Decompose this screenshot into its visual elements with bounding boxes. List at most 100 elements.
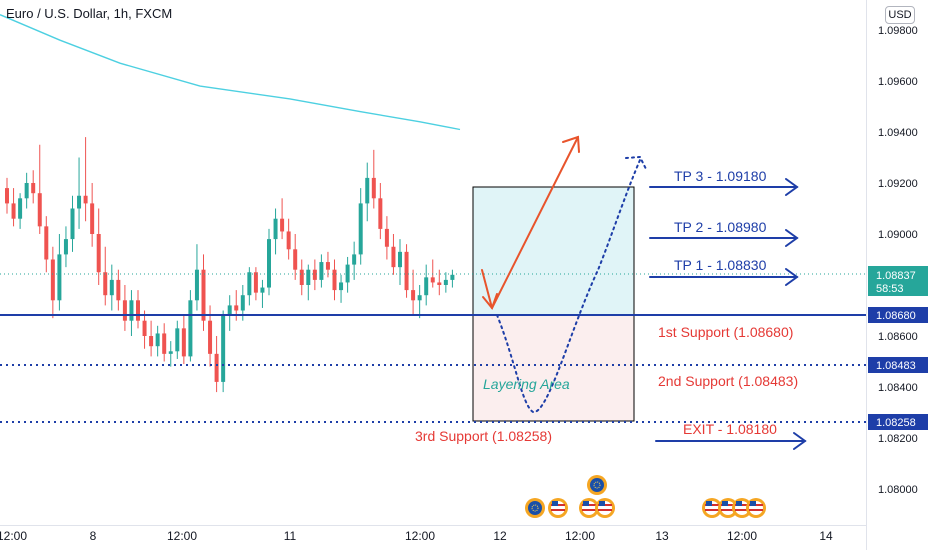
candle-body xyxy=(306,269,311,285)
candle-body xyxy=(57,254,62,301)
eu-flag-icon[interactable] xyxy=(525,498,545,518)
us-flag-icon[interactable] xyxy=(702,498,722,518)
candle-body xyxy=(280,218,285,232)
time-tick-label: 13 xyxy=(655,529,669,543)
candle-body xyxy=(90,203,95,234)
price-tick-label: 1.08000 xyxy=(878,484,918,496)
candle-body xyxy=(162,333,167,354)
candle-body xyxy=(103,272,108,296)
candle-body xyxy=(391,246,396,268)
candle-body xyxy=(70,208,75,240)
level-badge-2: 1.08483 xyxy=(868,357,928,373)
blue-projection-path xyxy=(496,155,647,413)
bar-countdown: 58:53 xyxy=(876,283,904,295)
candle-body xyxy=(149,336,154,347)
exit-label: EXIT - 1.08180 xyxy=(683,421,777,437)
candle-body xyxy=(175,328,180,352)
candle-body xyxy=(109,279,114,296)
candle-body xyxy=(214,353,219,382)
candle-body xyxy=(168,351,173,354)
candle-body xyxy=(404,251,409,291)
candle-body xyxy=(260,287,265,293)
candle-body xyxy=(437,282,442,285)
price-tick-label: 1.09800 xyxy=(878,25,918,37)
candle-body xyxy=(345,264,350,283)
candle-body xyxy=(424,277,429,296)
candle-body xyxy=(227,305,232,316)
candle-body xyxy=(450,274,455,280)
candle-body xyxy=(234,305,239,311)
time-tick-label: 12:00 xyxy=(405,529,435,543)
candle-body xyxy=(188,300,193,357)
candle-body xyxy=(384,228,389,247)
level-badge-3: 1.08258 xyxy=(868,414,928,430)
price-tick-label: 1.09600 xyxy=(878,76,918,88)
chart-title: Euro / U.S. Dollar, 1h, FXCM xyxy=(6,6,173,21)
currency-button[interactable]: USD xyxy=(885,6,915,24)
candle-body xyxy=(240,295,245,311)
candle-body xyxy=(201,269,206,321)
candle-body xyxy=(247,272,252,296)
time-tick-label: 12 xyxy=(493,529,507,543)
layering-zone xyxy=(472,314,635,422)
candle-body xyxy=(96,234,101,273)
us-flag-icon[interactable] xyxy=(548,498,568,518)
support1-label: 1st Support (1.08680) xyxy=(658,324,793,340)
candle-body xyxy=(312,269,317,280)
tp2-label: TP 2 - 1.08980 xyxy=(674,219,767,235)
time-tick-label: 12:00 xyxy=(0,529,27,543)
candle-body xyxy=(136,300,140,321)
candle-body xyxy=(63,239,68,255)
level-badge-3-value: 1.08258 xyxy=(876,417,916,429)
candle-body xyxy=(221,315,226,382)
time-axis[interactable]: 12:00 8 12:00 11 12:00 12 12:00 13 12:00 14 xyxy=(0,529,833,543)
candle-body xyxy=(37,193,42,227)
price-tick-label: 1.08600 xyxy=(878,331,918,343)
candle-body xyxy=(365,177,370,204)
candles xyxy=(5,137,455,393)
candle-body xyxy=(430,277,435,283)
time-tick-label: 14 xyxy=(819,529,833,543)
event-markers[interactable] xyxy=(525,475,766,518)
candle-body xyxy=(142,320,147,336)
red-projection-arrow xyxy=(481,135,580,311)
us-flag-icon[interactable] xyxy=(595,498,615,518)
candle-body xyxy=(371,177,376,199)
candle-body xyxy=(122,300,127,321)
candle-body xyxy=(194,269,199,301)
candle-body xyxy=(378,198,383,229)
time-tick-label: 12:00 xyxy=(727,529,757,543)
candle-body xyxy=(299,269,304,285)
price-tick-label: 1.08200 xyxy=(878,433,918,445)
price-tick-label: 1.09200 xyxy=(878,178,918,190)
us-flag-icon[interactable] xyxy=(746,498,766,518)
eu-flag-icon[interactable] xyxy=(587,475,607,495)
candle-body xyxy=(293,249,298,270)
tp1-label: TP 1 - 1.08830 xyxy=(674,257,767,273)
price-tick-label: 1.08400 xyxy=(878,382,918,394)
us-flag-icon[interactable] xyxy=(718,498,738,518)
candle-body xyxy=(358,203,363,255)
candle-body xyxy=(352,254,357,265)
time-tick-label: 12:00 xyxy=(565,529,595,543)
candle-body xyxy=(11,203,16,219)
level-badge-1-value: 1.08680 xyxy=(876,310,916,322)
candle-body xyxy=(31,183,36,194)
candle-body xyxy=(253,272,258,293)
support3-label: 3rd Support (1.08258) xyxy=(415,428,552,444)
candle-body xyxy=(332,269,337,291)
us-flag-icon[interactable] xyxy=(579,498,599,518)
time-tick-label: 8 xyxy=(90,529,97,543)
candle-body xyxy=(116,279,121,301)
candle-body xyxy=(18,198,23,219)
candle-body xyxy=(273,218,278,240)
price-tick-label: 1.09000 xyxy=(878,229,918,241)
candle-body xyxy=(83,195,88,204)
candle-body xyxy=(339,282,344,291)
level-badge-2-value: 1.08483 xyxy=(876,360,916,372)
us-flag-icon[interactable] xyxy=(732,498,752,518)
candle-body xyxy=(5,188,9,204)
candle-body xyxy=(443,279,448,285)
